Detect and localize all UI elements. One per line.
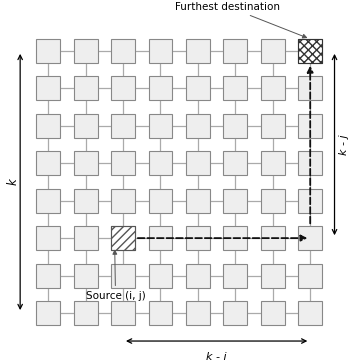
Bar (111, 226, 135, 250)
Bar (148, 114, 172, 138)
Bar (74, 77, 98, 100)
Bar (186, 264, 210, 287)
Bar (186, 114, 210, 138)
Bar (186, 226, 210, 250)
Bar (223, 77, 247, 100)
Bar (261, 39, 285, 63)
Bar (36, 264, 60, 287)
Text: Source (i, j): Source (i, j) (86, 251, 145, 301)
Bar (261, 301, 285, 325)
Bar (36, 77, 60, 100)
Bar (298, 189, 322, 213)
Bar (74, 264, 98, 287)
Bar (261, 77, 285, 100)
Text: k - i: k - i (206, 352, 227, 361)
Bar (223, 114, 247, 138)
Bar (223, 39, 247, 63)
Bar (148, 77, 172, 100)
Bar (223, 264, 247, 287)
Bar (148, 264, 172, 287)
Bar (223, 226, 247, 250)
Bar (186, 39, 210, 63)
Bar (298, 39, 322, 63)
Bar (148, 301, 172, 325)
Bar (74, 226, 98, 250)
Bar (74, 301, 98, 325)
Bar (74, 114, 98, 138)
Text: k: k (7, 179, 20, 185)
Bar (111, 264, 135, 287)
Bar (148, 226, 172, 250)
Bar (223, 151, 247, 175)
Bar (186, 77, 210, 100)
Bar (148, 189, 172, 213)
Bar (261, 151, 285, 175)
Bar (186, 189, 210, 213)
Bar (261, 114, 285, 138)
Bar (223, 189, 247, 213)
Bar (186, 301, 210, 325)
Bar (36, 114, 60, 138)
Bar (148, 39, 172, 63)
Bar (261, 189, 285, 213)
Text: Furthest destination: Furthest destination (176, 2, 307, 38)
Bar (36, 226, 60, 250)
Bar (298, 301, 322, 325)
Bar (298, 77, 322, 100)
Bar (74, 151, 98, 175)
Bar (186, 151, 210, 175)
Bar (36, 39, 60, 63)
Bar (111, 39, 135, 63)
Bar (111, 301, 135, 325)
Bar (111, 189, 135, 213)
Bar (148, 151, 172, 175)
Bar (223, 301, 247, 325)
Text: k - j: k - j (339, 134, 349, 155)
Bar (74, 189, 98, 213)
Bar (298, 39, 322, 63)
Bar (298, 151, 322, 175)
Bar (111, 114, 135, 138)
Bar (36, 189, 60, 213)
Bar (298, 264, 322, 287)
Bar (111, 226, 135, 250)
Bar (74, 39, 98, 63)
Bar (111, 151, 135, 175)
Bar (298, 226, 322, 250)
Bar (261, 264, 285, 287)
Bar (298, 114, 322, 138)
Bar (111, 77, 135, 100)
Bar (261, 226, 285, 250)
Bar (36, 301, 60, 325)
Bar (36, 151, 60, 175)
